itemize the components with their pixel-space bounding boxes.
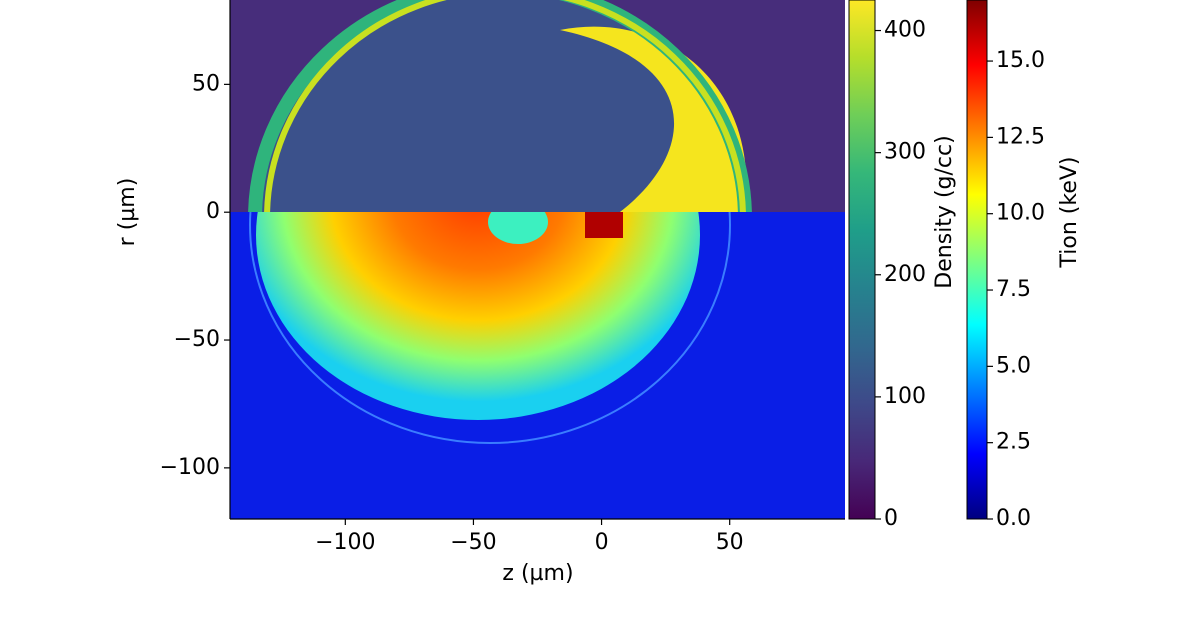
y-tick-label: 0: [206, 199, 220, 224]
x-tick-label: −100: [315, 530, 375, 555]
colorbar: [848, 0, 876, 520]
colorbar-tick-label: 400: [884, 18, 926, 43]
density-core: [255, 0, 745, 212]
y-tick-label: −50: [174, 327, 220, 352]
colorbar-label: Density (g/cc): [932, 135, 957, 288]
colorbar-tick-label: 12.5: [996, 124, 1045, 149]
colorbar-tick-label: 0.0: [996, 506, 1031, 531]
heatmap: [230, 0, 845, 519]
colorbar-tick-label: 10.0: [996, 201, 1045, 226]
colorbar-tick-label: 5.0: [996, 353, 1031, 378]
y-tick-label: −100: [160, 455, 220, 480]
colorbar-tick-label: 15.0: [996, 48, 1045, 73]
colorbar-tick-label: 300: [884, 140, 926, 165]
tion-peak: [585, 212, 623, 238]
colorbar: [966, 0, 988, 520]
colorbar-tick-label: 100: [884, 384, 926, 409]
x-tick-label: 50: [716, 530, 744, 555]
x-axis-label: z (µm): [502, 561, 573, 586]
x-tick-label: −50: [450, 530, 496, 555]
y-axis-label: r (µm): [115, 178, 140, 247]
tion-half: [230, 212, 845, 519]
tion-hotspot: [256, 212, 700, 420]
colorbar-tick-label: 200: [884, 262, 926, 287]
tion-shock: [249, 212, 731, 444]
density-half: [230, 0, 845, 212]
colorbar-tick-label: 0: [884, 506, 898, 531]
y-tick-label: 50: [192, 71, 220, 96]
colorbar-label: Tion (keV): [1057, 157, 1082, 269]
colorbar-tick-label: 2.5: [996, 430, 1031, 455]
tion-cool-spot: [488, 212, 548, 244]
x-tick-label: 0: [595, 530, 609, 555]
colorbar-tick-label: 7.5: [996, 277, 1031, 302]
